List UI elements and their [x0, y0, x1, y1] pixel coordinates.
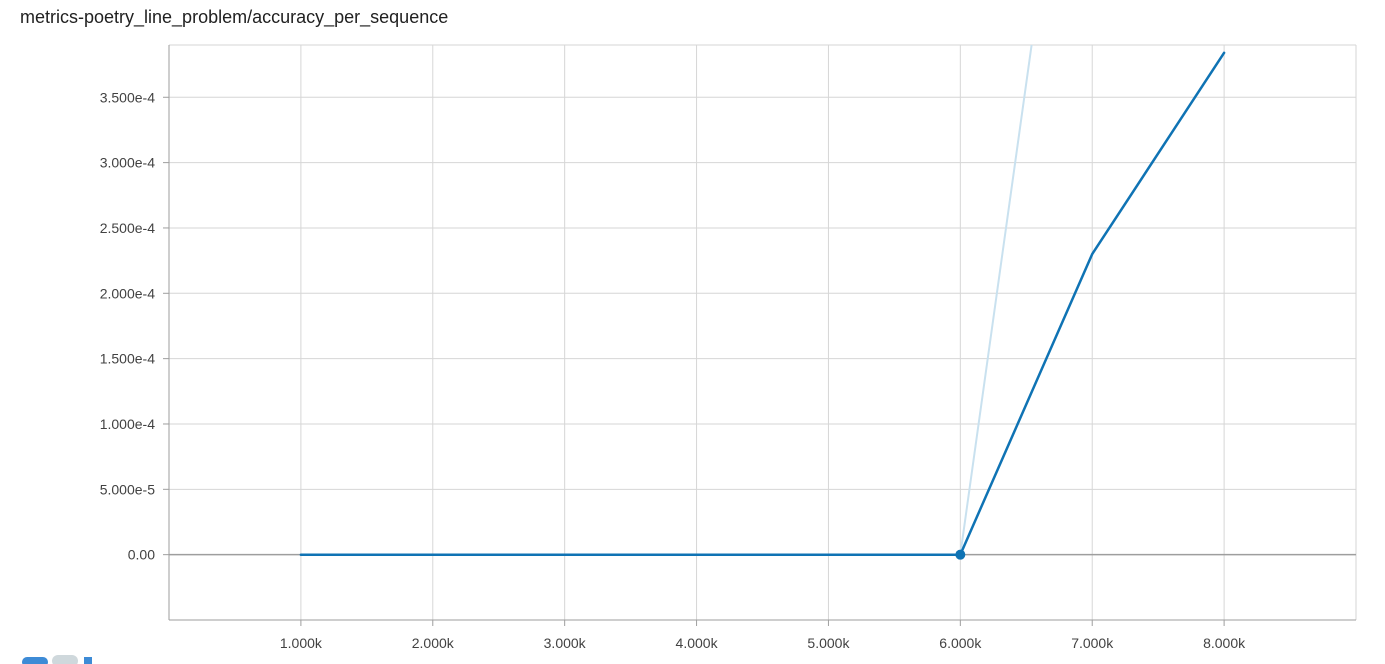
series-line-raw — [299, 45, 1033, 556]
x-tick-label: 6.000k — [939, 635, 982, 651]
series-line-smoothed — [299, 51, 1226, 556]
series-layer — [299, 45, 1226, 560]
x-tick-label: 7.000k — [1071, 635, 1114, 651]
y-tick-label: 3.000e-4 — [100, 155, 155, 171]
x-tick-label: 2.000k — [412, 635, 455, 651]
y-tick-label: 0.00 — [128, 547, 155, 563]
x-tick-label: 1.000k — [280, 635, 323, 651]
watermark-logo — [12, 652, 152, 664]
y-tick-label: 2.500e-4 — [100, 220, 155, 236]
x-tick-label: 8.000k — [1203, 635, 1246, 651]
highlight-point — [955, 549, 966, 560]
y-tick-label: 5.000e-5 — [100, 481, 155, 497]
y-tick-label: 1.500e-4 — [100, 351, 155, 367]
y-tick-label: 2.000e-4 — [100, 285, 155, 301]
x-tick-label: 3.000k — [544, 635, 587, 651]
x-tick-label: 5.000k — [807, 635, 850, 651]
x-tick-label: 4.000k — [676, 635, 719, 651]
axes — [163, 45, 1356, 626]
tick-labels: 1.000k 2.000k 3.000k 4.000k 5.000k 6.000k 7.00… — [100, 89, 1246, 651]
chart-title: metrics-poetry_line_problem/accuracy_per… — [20, 7, 449, 27]
grid — [169, 44, 1357, 620]
y-tick-label: 3.500e-4 — [100, 89, 155, 105]
y-tick-label: 1.000e-4 — [100, 416, 155, 432]
